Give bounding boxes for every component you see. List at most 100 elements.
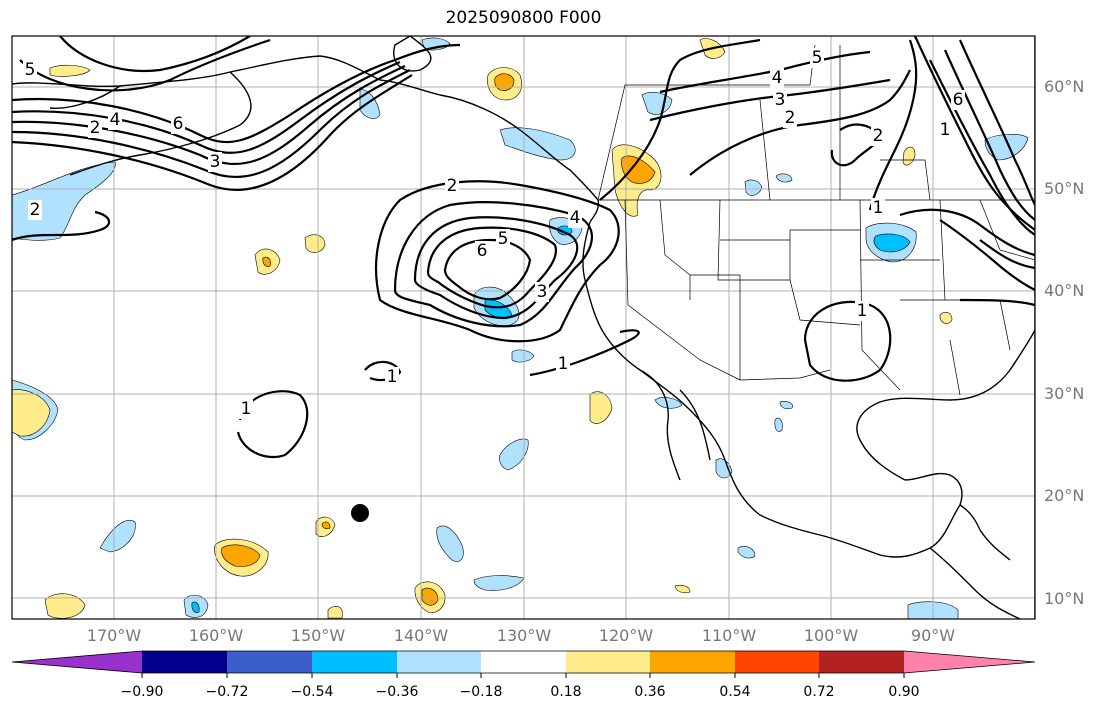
contour-label: 2 (90, 118, 101, 138)
colorbar-tick-label: 0.72 (803, 684, 835, 700)
contour-label: 2 (873, 126, 884, 146)
colorbar-segment (904, 651, 1035, 673)
lat-label: 30°N (1044, 384, 1085, 403)
contour-label-bg (23, 60, 37, 80)
lon-label: 120°W (598, 626, 654, 645)
lon-label: 160°W (188, 626, 244, 645)
contour-label: 4 (570, 208, 581, 228)
lat-label: 10°N (1044, 589, 1085, 608)
contour-label: 1 (241, 399, 252, 419)
colorbar-tick-label: −0.72 (205, 684, 249, 700)
shade-orange (221, 544, 261, 567)
contour-label-bg (475, 241, 489, 261)
shade-yellow (304, 234, 326, 253)
colorbar-segment (397, 651, 481, 673)
colorbar-segment (819, 651, 904, 673)
colorbar-tick-label: 0.36 (634, 684, 666, 700)
shade-yellow (44, 593, 86, 619)
lat-label: 60°N (1044, 77, 1085, 96)
shade-light-blue (775, 173, 793, 183)
contour-label-bg (88, 118, 102, 138)
contour-label: 1 (873, 198, 884, 218)
political-borders (597, 44, 1035, 396)
shade-light-blue (12, 161, 116, 241)
shade-blue (484, 299, 513, 319)
contour-label-bg (855, 301, 869, 321)
contour-label: 1 (940, 120, 951, 140)
colorbar-segment (650, 651, 735, 673)
contour-label-bg (871, 198, 885, 218)
shade-orange (321, 521, 331, 530)
colorbar-segment (142, 651, 227, 673)
lon-label: 150°W (290, 626, 346, 645)
shade-light-blue (99, 520, 136, 553)
contour-label: 5 (498, 229, 509, 249)
contour-label: 2 (447, 176, 458, 196)
lon-label: 110°W (701, 626, 757, 645)
shade-orange (621, 155, 656, 184)
contour-label: 2 (785, 108, 796, 128)
contour-label-bg (171, 114, 185, 134)
shade-orange (262, 256, 271, 267)
contour-label-bg (445, 176, 459, 196)
shade-yellow (674, 584, 691, 594)
contour-label-bg (28, 200, 42, 220)
contour-label: 5 (25, 60, 36, 80)
colorbar-tick-label: −0.90 (120, 684, 164, 700)
contour-label-bg (556, 354, 570, 374)
contour-label-bg (535, 282, 549, 302)
contour-label: 2 (30, 200, 41, 220)
contour-label-bg (938, 120, 952, 140)
shade-yellow (327, 605, 343, 619)
contour-label-bg (770, 68, 784, 88)
graticule (12, 36, 1035, 619)
lon-label: 100°W (803, 626, 859, 645)
contour-label-bg (773, 90, 787, 110)
contour-label: 3 (210, 152, 221, 172)
location-marker (351, 504, 369, 522)
contour-label-bg (385, 367, 399, 387)
colorbar-segment (481, 651, 566, 673)
contour-label: 5 (812, 48, 823, 68)
shade-yellow (939, 311, 953, 324)
contour-label: 4 (772, 68, 783, 88)
colorbar-tick-label: 0.18 (550, 684, 582, 700)
contour-label: 4 (110, 110, 121, 130)
colorbar-segment (566, 651, 650, 673)
colorbar-segment (735, 651, 819, 673)
shade-light-blue (654, 397, 683, 409)
contour-label-bg (239, 399, 253, 419)
contour-label-bg (208, 152, 222, 172)
shade-orange (421, 587, 439, 606)
shade-light-blue (774, 417, 783, 432)
shade-light-blue (473, 575, 525, 591)
shade-light-blue (436, 525, 464, 562)
shade-yellow (589, 391, 613, 424)
colorbar-tick-label: −0.54 (290, 684, 334, 700)
contour-label: 1 (558, 354, 569, 374)
colorbar-tick-label: 0.54 (719, 684, 751, 700)
shade-light-blue (984, 134, 1029, 161)
shade-light-blue (779, 401, 793, 410)
lon-label: 90°W (910, 626, 956, 645)
contour-label: 1 (857, 301, 868, 321)
contour-label-bg (496, 229, 510, 249)
lon-label: 140°W (393, 626, 449, 645)
shade-light-blue (744, 179, 763, 196)
shade-orange (494, 73, 515, 91)
lat-label: 40°N (1044, 281, 1085, 300)
contour-label-bg (568, 208, 582, 228)
contour-label: 6 (477, 241, 488, 261)
colorbar-segment (312, 651, 397, 673)
contour-label-bg (783, 108, 797, 128)
shade-yellow (49, 64, 91, 77)
shade-blue (557, 225, 573, 236)
shade-blue (873, 233, 911, 253)
contour-label-bg (871, 126, 885, 146)
colorbar-segment (227, 651, 312, 673)
shade-light-blue (737, 546, 756, 559)
contour-label: 3 (537, 282, 548, 302)
shade-light-blue (715, 458, 733, 479)
